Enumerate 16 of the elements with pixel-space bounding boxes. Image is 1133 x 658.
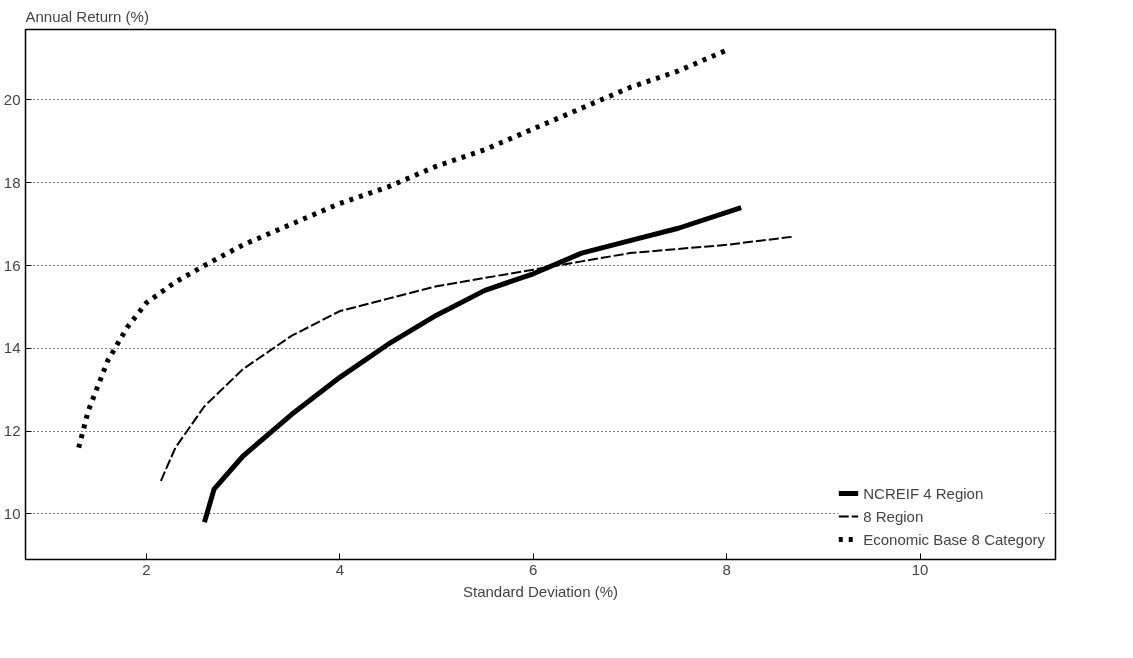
y-tick-label: 10 xyxy=(3,504,21,522)
x-tick-label: 10 xyxy=(911,560,929,578)
legend-label: 8 Region xyxy=(863,507,924,525)
y-tick-label: 20 xyxy=(3,90,21,108)
legend-label: Economic Base 8 Category xyxy=(863,530,1045,548)
x-tick-label: 6 xyxy=(529,560,538,578)
x-tick-label: 4 xyxy=(335,560,344,578)
y-tick-label: 12 xyxy=(3,422,21,440)
x-axis-title: Standard Deviation (%) xyxy=(462,582,619,600)
y-tick-label: 16 xyxy=(3,256,21,274)
legend-label: NCREIF 4 Region xyxy=(863,484,984,502)
y-tick-label: 18 xyxy=(3,173,21,191)
y-tick-label: 14 xyxy=(3,339,21,357)
y-axis-title: Annual Return (%) xyxy=(25,7,149,25)
x-tick-label: 2 xyxy=(142,560,151,578)
x-tick-label: 8 xyxy=(722,560,731,578)
